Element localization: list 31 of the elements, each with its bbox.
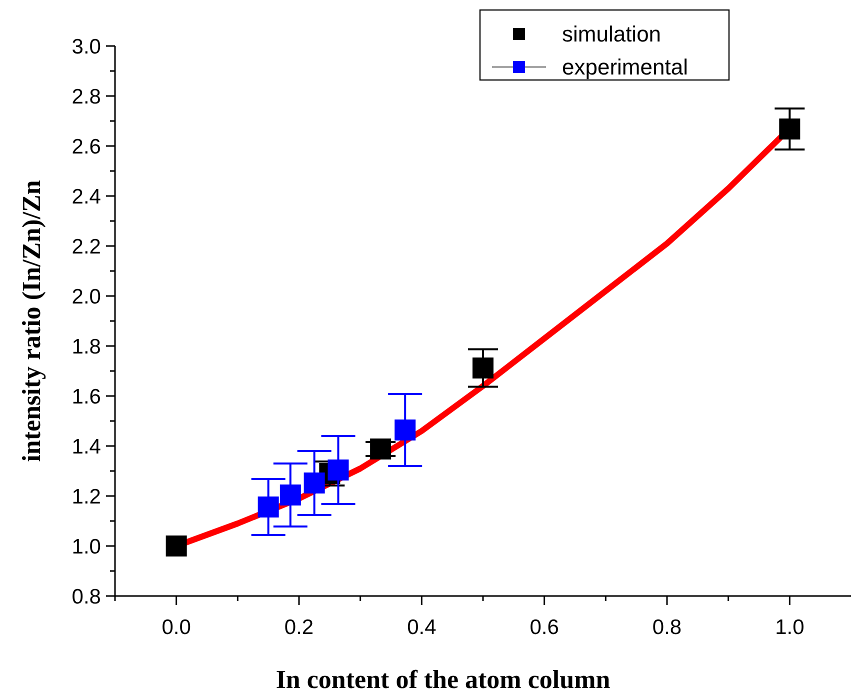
point [280, 484, 301, 506]
y-axis-title: intensity ratio (In/Zn)/Zn [17, 180, 46, 462]
x-tick-label: 0.0 [162, 616, 191, 639]
y-tick-label: 1.8 [72, 335, 101, 358]
y-tick-label: 1.0 [72, 535, 101, 558]
x-tick-label: 0.8 [652, 616, 682, 639]
point [370, 438, 392, 460]
y-tick-label: 0.8 [72, 585, 101, 608]
y-tick-label: 2.4 [72, 185, 102, 208]
point [166, 536, 187, 556]
y-tick-label: 1.6 [72, 385, 101, 408]
y-tick-label: 2.2 [72, 235, 101, 258]
legend-label: simulation [562, 22, 662, 47]
point [779, 118, 800, 140]
y-tick-label: 2.0 [72, 285, 101, 308]
y-tick-label: 2.8 [72, 85, 101, 108]
point [304, 472, 325, 494]
x-tick-label: 0.6 [530, 616, 559, 639]
point [328, 460, 349, 480]
x-tick-label: 0.2 [284, 616, 314, 639]
y-tick-label: 1.4 [72, 435, 102, 458]
legend-label: experimental [562, 54, 688, 80]
x-tick-label: 1.0 [775, 616, 804, 639]
x-tick-label: 0.4 [407, 616, 437, 639]
point [394, 420, 416, 440]
point [472, 358, 494, 378]
y-tick-label: 3.0 [72, 35, 101, 58]
y-tick-label: 1.2 [72, 485, 101, 508]
y-tick-label: 2.6 [72, 135, 101, 158]
x-axis-title: In content of the atom column [276, 665, 611, 694]
point [258, 496, 279, 518]
